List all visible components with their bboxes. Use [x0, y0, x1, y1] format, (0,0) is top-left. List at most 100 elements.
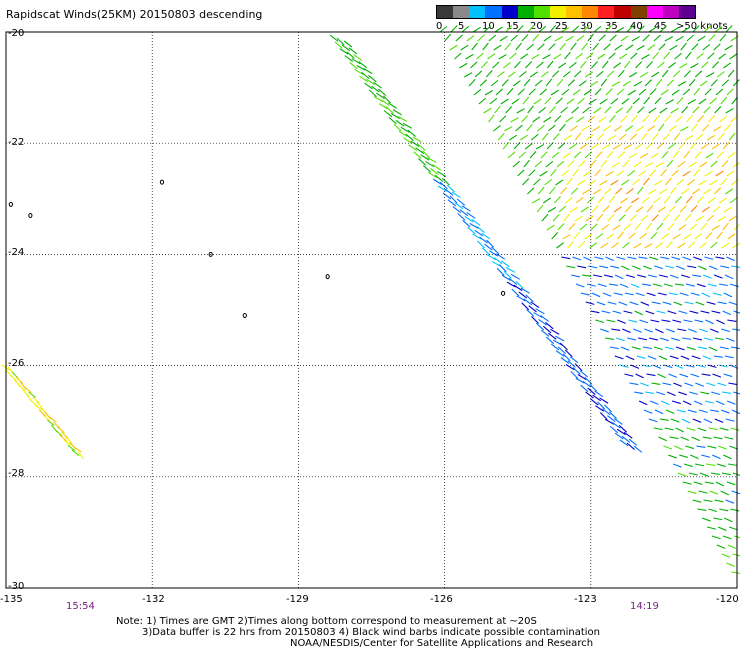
wind-barb: [709, 97, 717, 105]
wind-barb: [497, 132, 505, 141]
legend-label: 0: [436, 21, 443, 32]
wind-barb: [637, 25, 645, 33]
wind-barb: [563, 134, 573, 141]
wind-barb: [639, 152, 649, 159]
wind-barb: [588, 98, 597, 105]
wind-barb: [525, 294, 534, 303]
wind-barb: [52, 421, 61, 429]
wind-barb: [485, 69, 493, 78]
wind-barb: [400, 126, 410, 133]
wind-barb: [476, 52, 484, 60]
wind-barb: [633, 445, 643, 453]
wind-barb: [61, 431, 69, 439]
wind-barb: [693, 168, 700, 177]
wind-barb: [439, 25, 448, 33]
wind-barb: [580, 206, 589, 213]
wind-barb: [403, 137, 413, 144]
wind-barb: [724, 274, 734, 280]
wind-barb: [614, 44, 623, 51]
wind-barb: [727, 69, 735, 78]
wind-barb: [688, 241, 696, 249]
wind-barb: [349, 62, 358, 70]
wind-barb: [723, 454, 732, 460]
wind-barb: [57, 426, 65, 434]
wind-barb: [537, 43, 545, 51]
wind-barb: [732, 161, 740, 168]
wind-barb: [702, 517, 711, 522]
wind-barb: [499, 35, 508, 42]
wind-barb: [611, 328, 621, 331]
wind-barb: [538, 25, 547, 33]
wind-barb: [588, 265, 598, 269]
wind-barb: [674, 196, 682, 204]
wind-barb: [694, 463, 705, 467]
wind-barb: [668, 205, 677, 213]
wind-barb: [606, 150, 614, 159]
wind-barb: [556, 78, 564, 87]
wind-barb: [605, 256, 614, 262]
wind-barb: [635, 61, 643, 69]
wind-barb: [685, 445, 695, 450]
wind-barb: [609, 411, 617, 420]
wind-barb: [501, 274, 511, 281]
wind-barb: [710, 328, 719, 333]
wind-barb: [686, 114, 693, 123]
wind-barb: [658, 43, 666, 51]
wind-barb: [680, 274, 690, 279]
wind-barb: [373, 81, 382, 89]
wind-barb: [638, 337, 648, 341]
wind-barb: [504, 126, 513, 132]
legend-swatch: [598, 6, 615, 18]
wind-barb: [612, 144, 622, 150]
wind-barb: [706, 214, 715, 222]
wind-barb: [716, 319, 725, 325]
wind-barb: [597, 283, 607, 288]
wind-barb: [449, 44, 458, 51]
wind-barb: [599, 180, 608, 186]
wind-barb: [555, 97, 563, 105]
wind-barb: [405, 133, 414, 141]
wind-barb: [684, 382, 694, 387]
wind-barb: [546, 224, 555, 231]
wind-barb: [567, 160, 575, 168]
wind-barb: [680, 436, 690, 441]
wind-barb: [516, 108, 525, 114]
wind-barb: [603, 274, 614, 278]
wind-barb: [583, 256, 592, 262]
legend-label: 30: [580, 21, 593, 32]
wind-barb: [540, 71, 549, 78]
wind-barb: [632, 97, 640, 105]
wind-barb: [658, 274, 668, 278]
wind-barb: [505, 106, 513, 114]
wind-barb: [466, 212, 476, 219]
wind-barb: [666, 328, 675, 333]
wind-barb: [673, 214, 681, 222]
wind-barb: [595, 405, 605, 412]
wind-barb: [600, 328, 609, 333]
wind-barb: [554, 36, 563, 42]
wind-barb: [378, 103, 388, 110]
wind-barb: [541, 329, 550, 337]
wind-barb: [73, 446, 82, 453]
wind-barb: [551, 151, 560, 159]
wind-barb: [683, 70, 691, 78]
wind-barb: [713, 517, 723, 521]
wind-barb: [714, 418, 724, 423]
wind-barb: [662, 213, 670, 222]
wind-barb: [575, 377, 585, 384]
wind-barb: [580, 292, 590, 296]
wind-barb: [415, 147, 425, 154]
wind-barb: [732, 242, 740, 249]
wind-barb: [659, 188, 668, 195]
wind-barb: [616, 88, 625, 96]
wind-barb: [642, 346, 652, 350]
wind-barb: [652, 51, 659, 60]
wind-barb: [587, 33, 594, 42]
wind-barb: [523, 298, 533, 306]
wind-barb: [720, 409, 730, 414]
wind-barb: [625, 274, 635, 279]
wind-barb: [614, 125, 623, 132]
wind-barb: [612, 224, 621, 231]
wind-barb: [715, 481, 725, 487]
wind-barb: [629, 301, 639, 306]
